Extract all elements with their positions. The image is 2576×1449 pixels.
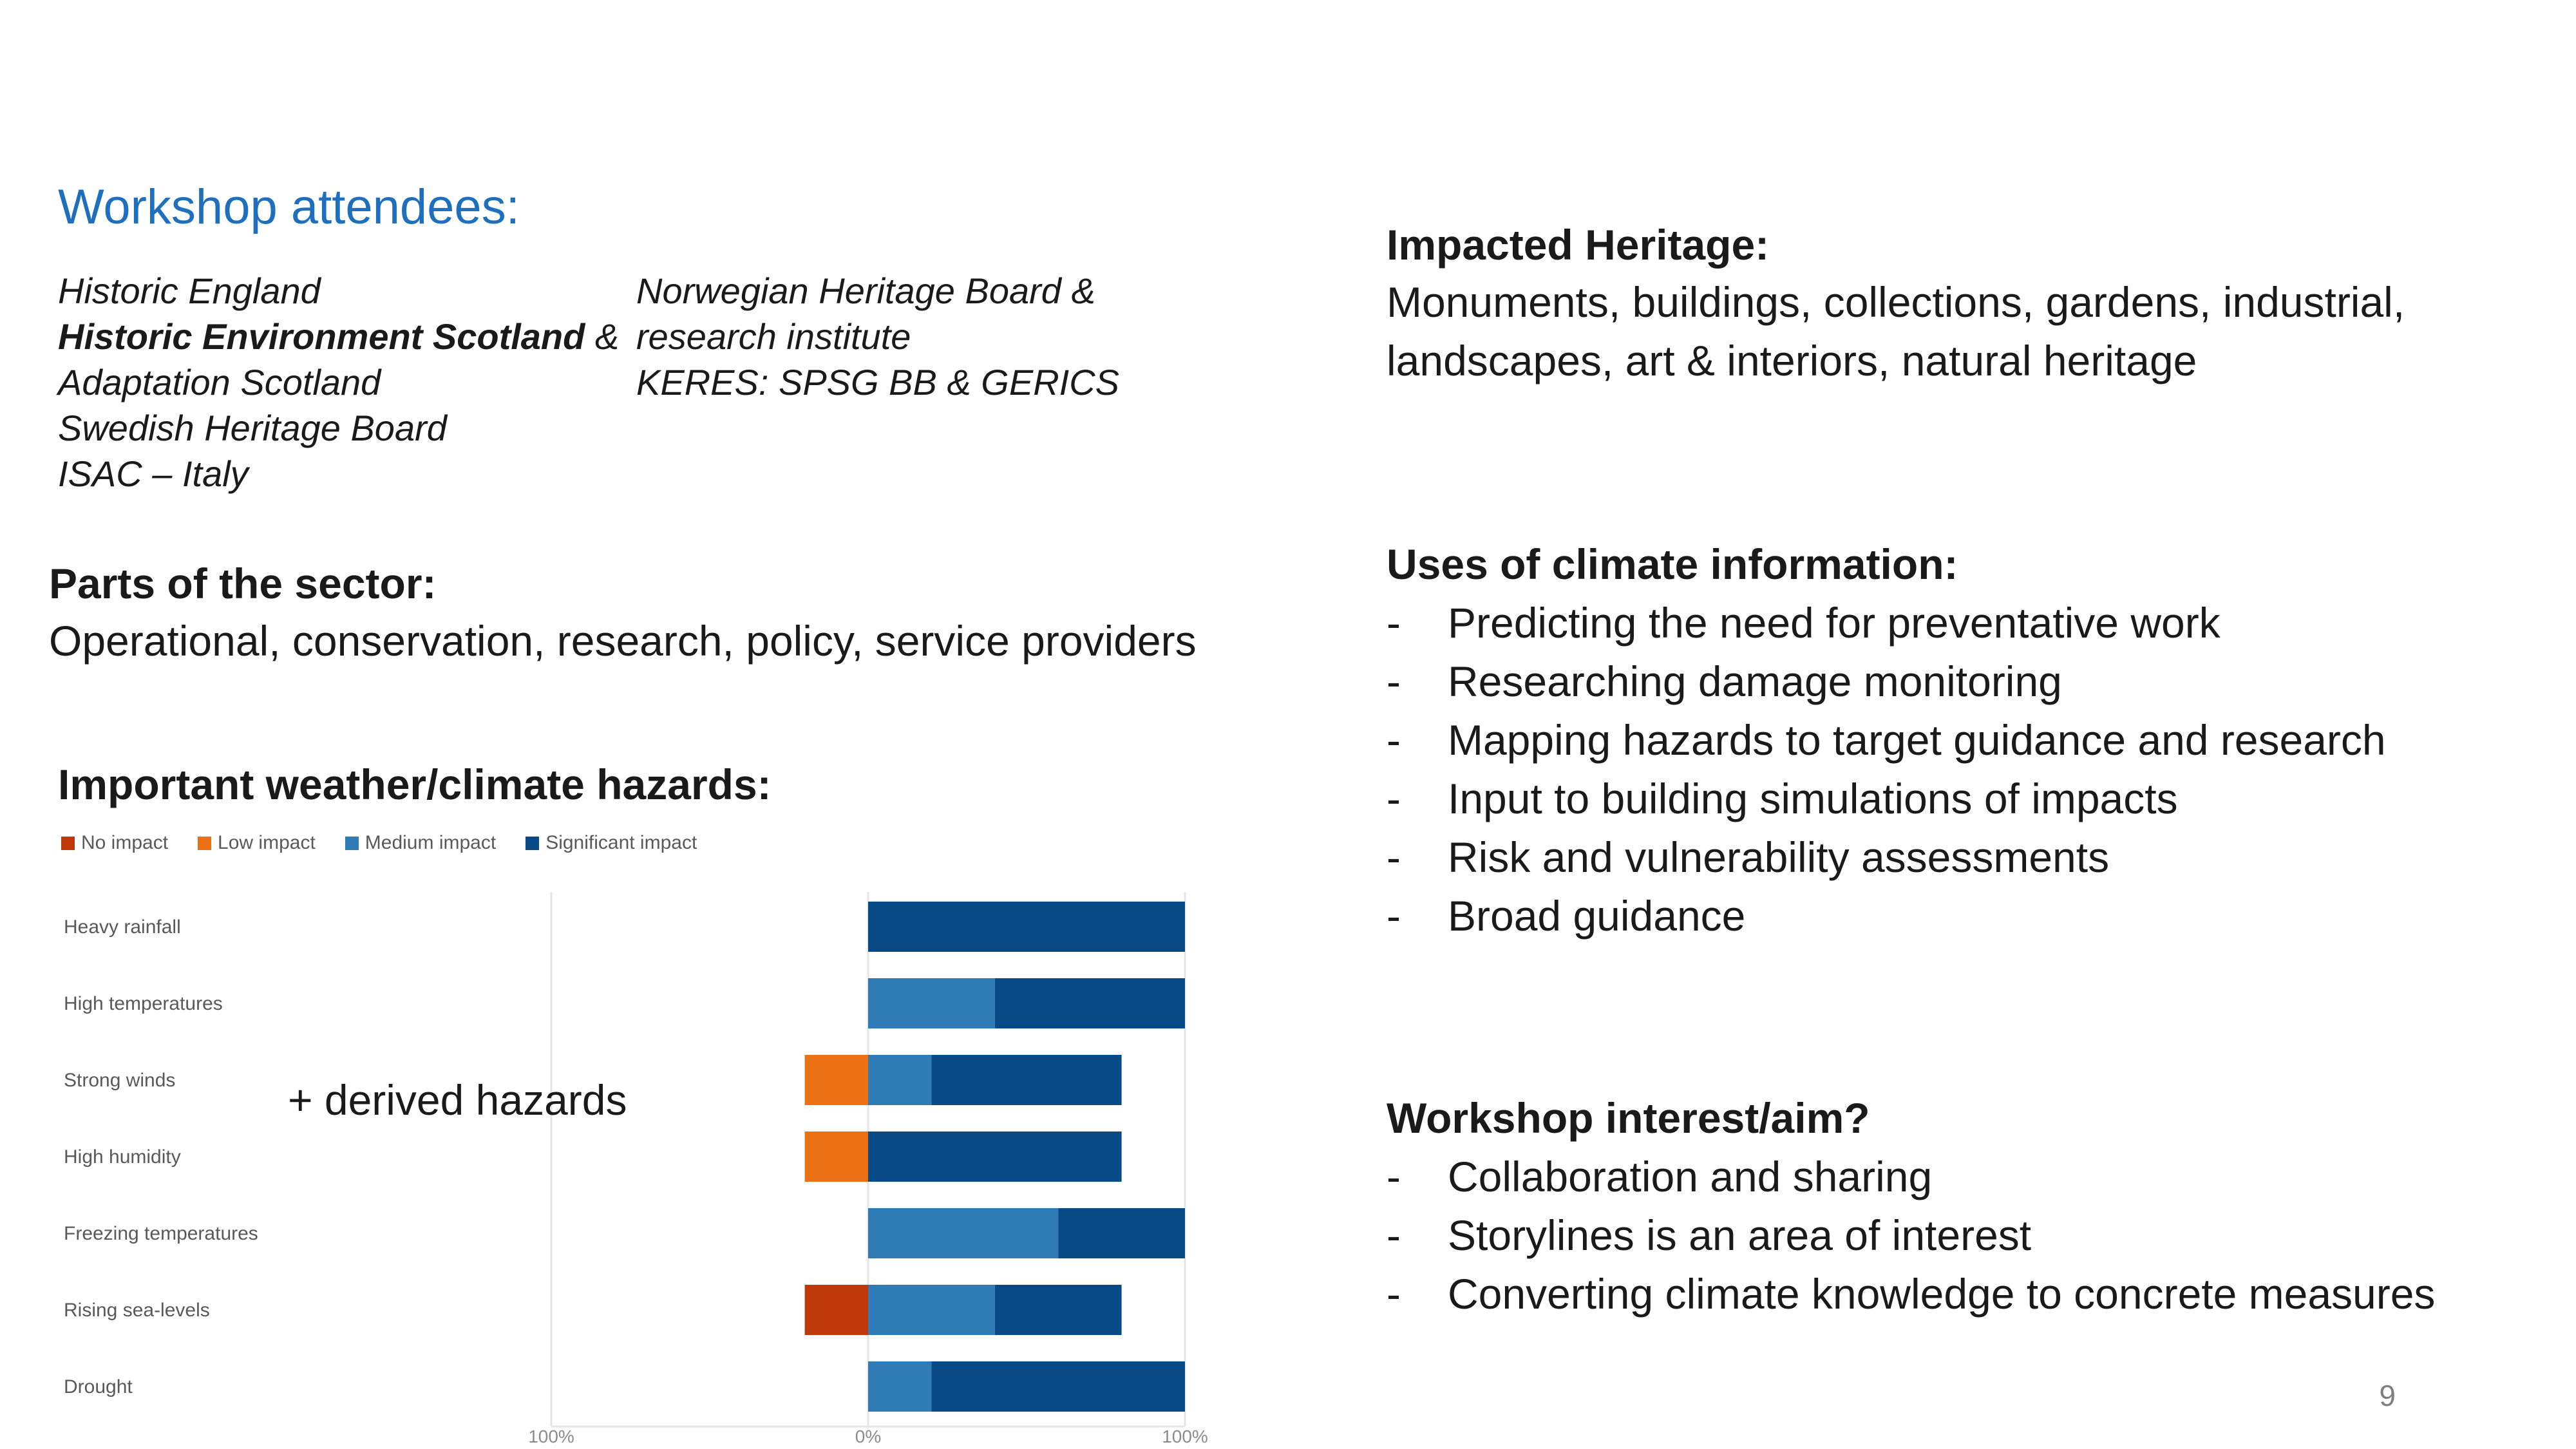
legend-item-no-impact: No impact [61, 832, 168, 854]
aim-item-label: Converting climate knowledge to concrete… [1448, 1270, 2436, 1318]
attendee-hes-bold: Historic Environment Scotland [58, 316, 585, 357]
category-label: Strong winds [64, 1070, 175, 1091]
bar-segment [868, 1285, 995, 1335]
bar-segment [868, 1361, 932, 1412]
uses-item-label: Predicting the need for preventative wor… [1448, 599, 2221, 647]
bar-segment [868, 1132, 1122, 1182]
bar-segment [931, 1055, 1122, 1105]
sector-text: Operational, conservation, research, pol… [49, 617, 1197, 665]
category-label: Freezing temperatures [64, 1223, 258, 1244]
legend-label-significant-impact: Significant impact [545, 832, 697, 853]
impacted-heritage-heading: Impacted Heritage: [1387, 221, 1770, 269]
hazards-chart: Heavy rainfall High temperatures Strong wi… [64, 892, 1208, 1446]
uses-list-item: - Broad guidance [1387, 887, 2386, 945]
bullet-dash: - [1387, 599, 1401, 647]
bar-segment [804, 1285, 868, 1335]
uses-item-label: Researching damage monitoring [1448, 658, 2062, 705]
page-number: 9 [2379, 1379, 2396, 1412]
hazards-heading: Important weather/climate hazards: [58, 761, 772, 808]
bullet-dash: - [1387, 716, 1401, 764]
bar-segment [868, 1208, 1059, 1258]
chart-tick-labels: 100% 0% 100% [528, 1426, 1208, 1446]
bar-segment [868, 978, 995, 1028]
category-label: High temperatures [64, 993, 223, 1014]
attendees-column-2: Norwegian Heritage Board & research inst… [636, 268, 1119, 405]
uses-list-item: - Predicting the need for preventative wo… [1387, 594, 2386, 652]
attendee-isac-italy: ISAC – Italy [58, 453, 249, 494]
attendee-swedish-heritage-board: Swedish Heritage Board [58, 408, 447, 448]
impacted-heritage-line-2: landscapes, art & interiors, natural her… [1387, 337, 2197, 384]
attendee-adaptation-scotland: Adaptation Scotland [58, 362, 381, 402]
uses-item-label: Input to building simulations of impacts [1448, 775, 2178, 822]
uses-item-label: Risk and vulnerability assessments [1448, 833, 2110, 881]
attendee-research-institute: research institute [636, 316, 911, 357]
derived-hazards-annotation: + derived hazards [288, 1076, 627, 1124]
bar-segment [994, 978, 1185, 1028]
bar-segment [804, 1055, 868, 1105]
uses-item-label: Mapping hazards to target guidance and r… [1448, 716, 2386, 764]
aim-list-item: - Collaboration and sharing [1387, 1148, 2435, 1206]
category-label: Drought [64, 1376, 133, 1397]
bullet-dash: - [1387, 1211, 1401, 1259]
bullet-dash: - [1387, 892, 1401, 940]
legend-item-medium-impact: Medium impact [345, 832, 496, 854]
uses-list-item: - Risk and vulnerability assessments [1387, 828, 2386, 887]
uses-list-item: - Mapping hazards to target guidance and … [1387, 711, 2386, 770]
attendee-norwegian-heritage-board: Norwegian Heritage Board & [636, 270, 1095, 311]
uses-item-label: Broad guidance [1448, 892, 1746, 940]
workshop-attendees-title: Workshop attendees: [58, 180, 520, 234]
aim-list-item: - Storylines is an area of interest [1387, 1206, 2435, 1265]
legend-swatch-no-impact [61, 836, 75, 850]
aim-item-label: Storylines is an area of interest [1448, 1211, 2032, 1259]
attendee-historic-england: Historic England [58, 270, 321, 311]
aim-item-label: Collaboration and sharing [1448, 1153, 1933, 1200]
legend-item-low-impact: Low impact [198, 832, 316, 854]
x-tick-label: 100% [1162, 1426, 1208, 1446]
bar-segment [1058, 1208, 1185, 1258]
legend-swatch-significant-impact [526, 836, 540, 850]
bullet-dash: - [1387, 775, 1401, 822]
legend-swatch-medium-impact [345, 836, 359, 850]
chart-legend: No impact Low impact Medium impact Signi… [61, 832, 697, 854]
uses-list-item: - Researching damage monitoring [1387, 652, 2386, 711]
x-tick-label: 0% [855, 1426, 881, 1446]
attendee-keres: KERES: SPSG BB & GERICS [636, 362, 1120, 402]
aim-heading: Workshop interest/aim? [1387, 1094, 1870, 1142]
uses-list-item: - Input to building simulations of impact… [1387, 770, 2386, 828]
category-label: Heavy rainfall [64, 916, 181, 938]
category-label: Rising sea-levels [64, 1300, 210, 1321]
bullet-dash: - [1387, 1153, 1401, 1200]
bar-segment [868, 902, 1185, 952]
x-tick-label: 100% [528, 1426, 574, 1446]
legend-label-medium-impact: Medium impact [365, 832, 497, 853]
bar-segment [804, 1132, 868, 1182]
impacted-heritage-line-1: Monuments, buildings, collections, garde… [1387, 278, 2405, 326]
attendee-hes-amp: & [585, 316, 620, 357]
sector-heading: Parts of the sector: [49, 560, 437, 607]
bullet-dash: - [1387, 1270, 1401, 1318]
bar-segment [994, 1285, 1122, 1335]
legend-swatch-low-impact [198, 836, 212, 850]
chart-category-labels: Heavy rainfall High temperatures Strong wi… [64, 916, 258, 1397]
impacted-heritage-text: Monuments, buildings, collections, garde… [1387, 273, 2405, 390]
legend-item-significant-impact: Significant impact [526, 832, 697, 854]
uses-heading: Uses of climate information: [1387, 540, 1958, 588]
bar-segment [868, 1055, 932, 1105]
aim-list-item: - Converting climate knowledge to concret… [1387, 1265, 2435, 1323]
legend-label-no-impact: No impact [81, 832, 169, 853]
attendee-hes: Historic Environment Scotland & [58, 314, 619, 359]
aim-list: - Collaboration and sharing - Storylines i… [1387, 1148, 2435, 1323]
category-label: High humidity [64, 1146, 181, 1168]
uses-list: - Predicting the need for preventative wo… [1387, 594, 2386, 945]
bullet-dash: - [1387, 658, 1401, 705]
bullet-dash: - [1387, 833, 1401, 881]
legend-label-low-impact: Low impact [218, 832, 316, 853]
chart-bars [804, 902, 1185, 1412]
bar-segment [931, 1361, 1185, 1412]
attendees-column-1: Historic England Historic Environment Sc… [58, 268, 619, 497]
